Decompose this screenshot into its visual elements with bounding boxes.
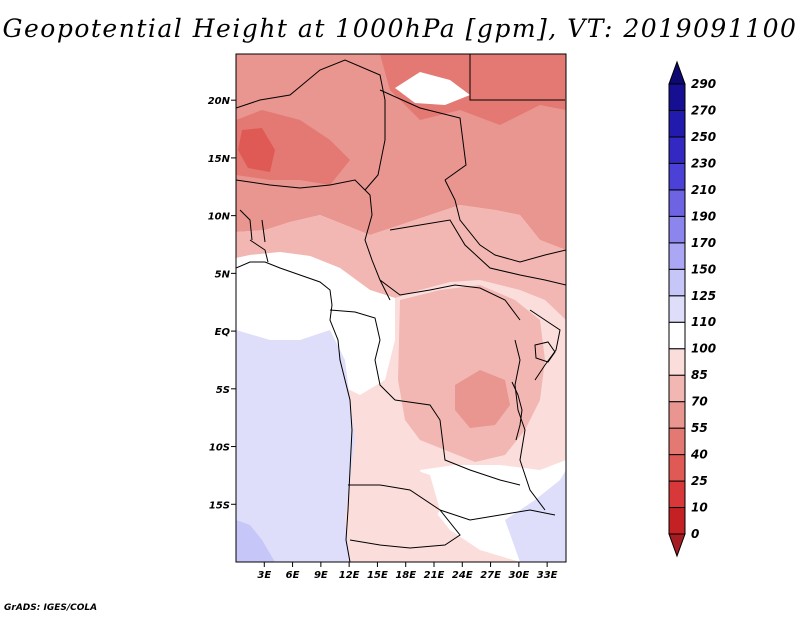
lon-tick-label: 9E <box>314 570 328 581</box>
colorbar-label: 10 <box>691 501 708 515</box>
country-borders <box>236 54 566 562</box>
map-frame <box>235 53 567 563</box>
border-north-1 <box>236 59 386 191</box>
lon-tick-label: 15E <box>367 570 388 581</box>
lon-tick-label: 27E <box>480 570 501 581</box>
field-shading <box>236 54 566 562</box>
colorbar-label: 250 <box>691 130 716 144</box>
colorbar-label: 40 <box>690 448 708 462</box>
field-mid-central <box>236 205 566 320</box>
border-sahel-2 <box>389 219 566 286</box>
lon-tick-label: 33E <box>537 570 558 581</box>
colorbar-box <box>668 136 686 164</box>
field-neutral-west <box>236 252 395 395</box>
colorbar-box <box>668 348 686 376</box>
border-zambia <box>439 509 556 521</box>
lat-tick-label: 15N <box>208 154 231 165</box>
lat-tick-label: EQ <box>215 327 231 338</box>
grads-credit: GrADS: IGES/COLA <box>4 603 98 613</box>
colorbar-label: 190 <box>691 209 716 223</box>
colorbar-box <box>668 507 686 535</box>
lake-tanganyika <box>511 381 523 441</box>
border-east-lakes <box>529 309 561 381</box>
border-north-3 <box>379 89 467 181</box>
colorbar-label: 110 <box>691 315 716 329</box>
lat-tick-label: 15S <box>209 500 230 511</box>
colorbar-label: 290 <box>691 77 716 91</box>
colorbar-box <box>668 109 686 138</box>
colorbar-box <box>668 215 686 244</box>
lat-tick-label: 5N <box>215 269 231 280</box>
border-congo-2 <box>394 399 521 486</box>
colorbar-box <box>668 83 686 111</box>
lon-tick-label: 18E <box>395 570 416 581</box>
colorbar-box <box>668 480 686 509</box>
colorbar-label: 0 <box>691 527 699 541</box>
colorbar: 0 10 25 40 55 70 85 100 110 125 150 170 190 210 230 250… <box>668 60 716 558</box>
border-north-2 <box>469 54 565 101</box>
field-mid-congo <box>398 285 545 462</box>
colorbar-label: 70 <box>691 395 708 409</box>
field-very-high-north <box>236 54 566 185</box>
lon-tick-label: 6E <box>286 570 300 581</box>
colorbar-box <box>668 374 686 403</box>
field-low-south <box>355 465 440 562</box>
lon-tick-label: 24E <box>452 570 473 581</box>
lat-tick-label: 20N <box>208 96 231 107</box>
lat-tick-label: 5S <box>216 385 230 396</box>
colorbar-label: 125 <box>691 289 716 303</box>
border-congo-1 <box>329 309 396 401</box>
map-title: Geopotential Height at 1000hPa [gpm], VT… <box>2 14 798 43</box>
colorbar-box <box>668 295 686 323</box>
border-east <box>514 339 546 511</box>
field-blue-deeper <box>236 520 275 562</box>
coastline-west <box>236 261 353 562</box>
colorbar-box <box>668 401 686 429</box>
colorbar-box <box>668 454 686 482</box>
colorbar-label: 170 <box>691 236 716 250</box>
lon-axis: 3E 6E 9E 12E 15E 18E 21E 24E 27E 30E 33E <box>257 562 558 581</box>
lat-tick-label: 10N <box>208 212 231 223</box>
border-west-small <box>239 209 269 263</box>
colorbar-label: 25 <box>691 474 708 488</box>
lon-tick-label: 30E <box>508 570 529 581</box>
colorbar-label: 55 <box>691 421 708 435</box>
border-car <box>379 279 521 321</box>
lon-tick-label: 21E <box>424 570 445 581</box>
field-neutral-north <box>395 72 470 105</box>
lon-tick-label: 3E <box>257 570 271 581</box>
border-sahel-1 <box>236 179 391 301</box>
colorbar-max-triangle <box>668 60 686 85</box>
lat-tick-label: 10S <box>209 443 230 454</box>
field-blue-ocean <box>236 330 355 562</box>
colorbar-label: 230 <box>691 156 716 170</box>
border-angola <box>348 484 461 549</box>
colorbar-min-triangle <box>668 533 686 558</box>
colorbar-label: 85 <box>691 368 708 382</box>
colorbar-box <box>668 162 686 191</box>
colorbar-label: 270 <box>691 103 716 117</box>
colorbar-box <box>668 321 686 350</box>
field-high-congo <box>455 370 510 428</box>
colorbar-box <box>668 242 686 270</box>
border-sudan <box>444 179 566 263</box>
colorbar-label: 100 <box>691 342 716 356</box>
colorbar-label: 150 <box>691 262 716 276</box>
colorbar-box <box>668 427 686 456</box>
colorbar-box <box>668 189 686 217</box>
lon-tick-label: 12E <box>339 570 360 581</box>
field-darker-spot <box>238 128 275 172</box>
lake-victoria <box>534 341 556 363</box>
colorbar-label: 210 <box>691 183 716 197</box>
colorbar-box <box>668 268 686 297</box>
lat-axis: 20N 15N 10N 5N EQ 5S 10S 15S <box>208 96 236 511</box>
field-blue-southeast <box>505 470 566 562</box>
